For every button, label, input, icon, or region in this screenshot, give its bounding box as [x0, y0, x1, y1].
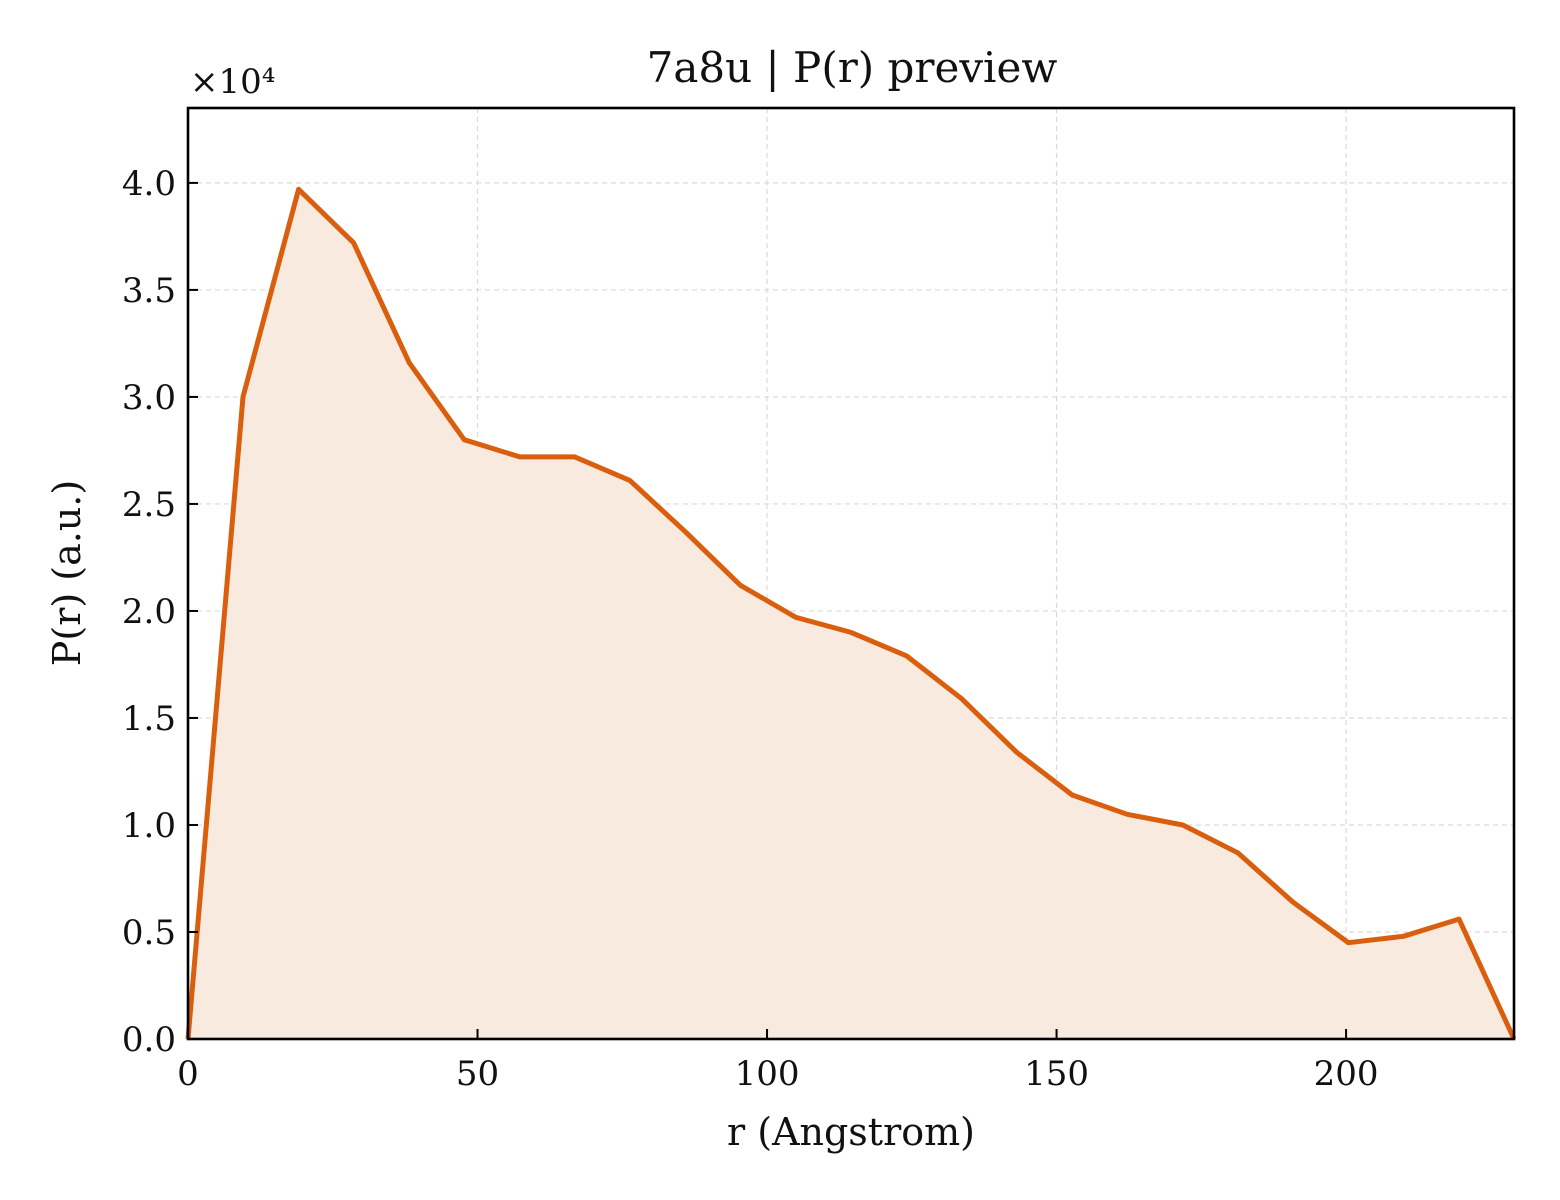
y-tick-label: 1.0 [122, 806, 176, 846]
y-tick-label: 3.0 [122, 378, 176, 418]
y-tick-label: 4.0 [122, 164, 176, 204]
y-tick-label: 0.0 [122, 1020, 176, 1060]
y-offset-label: ×10⁴ [190, 62, 275, 102]
y-tick-label: 1.5 [122, 699, 176, 739]
plot-frame [186, 106, 1516, 1041]
y-axis-label: P(r) (a.u.) [45, 480, 89, 666]
y-tick-label: 2.5 [122, 485, 176, 525]
axis-ticks: 0 50 100 150 200 0.0 0.5 1.0 1.5 2.0 2.5 3.0 3.5 4.0 [122, 164, 1379, 1094]
x-axis-label: r (Angstrom) [727, 1110, 975, 1154]
x-tick-label: 0 [177, 1054, 199, 1094]
y-tick-label: 2.0 [122, 592, 176, 632]
series-line [185, 186, 1517, 1041]
x-tick-label: 200 [1314, 1054, 1379, 1094]
x-tick-label: 100 [735, 1054, 800, 1094]
x-tick-label: 50 [456, 1054, 499, 1094]
y-tick-label: 0.5 [122, 913, 176, 953]
x-tick-label: 150 [1024, 1054, 1089, 1094]
chart-title: 7a8u | P(r) preview [647, 43, 1058, 92]
y-tick-label: 3.5 [122, 271, 176, 311]
